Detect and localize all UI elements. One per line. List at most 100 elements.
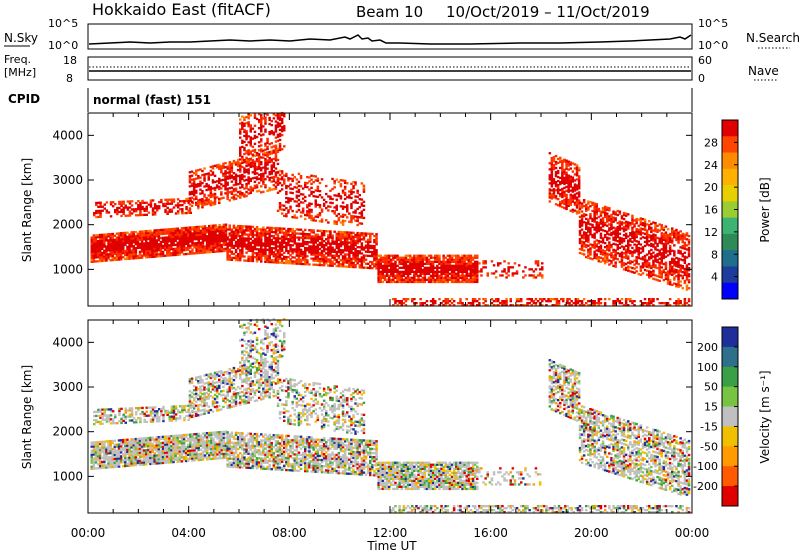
data-cell bbox=[308, 245, 311, 248]
data-cell bbox=[352, 255, 355, 259]
data-cell bbox=[471, 272, 475, 275]
data-cell bbox=[476, 272, 479, 275]
data-cell bbox=[429, 256, 433, 259]
data-cell bbox=[325, 207, 328, 210]
data-cell bbox=[208, 234, 211, 238]
data-cell bbox=[442, 280, 445, 284]
data-cell bbox=[299, 185, 303, 188]
data-cell bbox=[671, 233, 674, 236]
data-cell bbox=[272, 145, 276, 148]
data-cell bbox=[266, 240, 269, 243]
data-cell bbox=[101, 253, 104, 257]
data-cell bbox=[404, 268, 408, 271]
data-cell bbox=[394, 268, 397, 271]
data-cell bbox=[161, 230, 165, 233]
data-cell bbox=[140, 250, 144, 253]
data-cell bbox=[331, 242, 334, 245]
data-cell bbox=[362, 208, 366, 211]
data-cell bbox=[276, 123, 280, 126]
data-cell bbox=[287, 227, 290, 231]
data-cell bbox=[616, 213, 619, 217]
data-cell bbox=[310, 237, 313, 240]
data-cell bbox=[211, 201, 215, 204]
data-cell bbox=[145, 250, 148, 253]
data-cell bbox=[450, 272, 454, 275]
data-cell bbox=[243, 175, 246, 178]
data-cell bbox=[660, 254, 663, 257]
data-cell bbox=[656, 258, 659, 262]
data-cell bbox=[310, 229, 313, 232]
data-cell bbox=[325, 192, 328, 196]
data-cell bbox=[216, 236, 219, 239]
data-cell bbox=[93, 214, 96, 217]
data-cell bbox=[95, 201, 98, 205]
data-cell bbox=[304, 232, 307, 236]
data-cell bbox=[105, 259, 108, 262]
data-cell bbox=[201, 182, 204, 185]
data-cell bbox=[251, 161, 255, 164]
data-cell bbox=[664, 233, 668, 236]
data-cell bbox=[455, 264, 458, 267]
data-cell bbox=[658, 267, 661, 270]
data-cell bbox=[272, 131, 276, 134]
data-cell bbox=[151, 247, 154, 250]
data-cell bbox=[193, 242, 196, 245]
data-cell bbox=[199, 200, 202, 203]
data-cell bbox=[406, 278, 410, 281]
data-cell bbox=[318, 181, 322, 185]
data-cell bbox=[398, 260, 401, 263]
data-cell bbox=[320, 210, 324, 213]
data-cell bbox=[675, 261, 678, 264]
data-cell bbox=[111, 246, 114, 250]
data-cell bbox=[274, 243, 278, 246]
data-cell bbox=[360, 238, 364, 241]
data-cell bbox=[226, 195, 229, 198]
data-cell bbox=[172, 253, 175, 257]
data-cell bbox=[387, 260, 391, 263]
data-cell bbox=[299, 193, 303, 196]
data-cell bbox=[434, 266, 437, 269]
data-cell bbox=[306, 212, 309, 215]
data-cell bbox=[593, 226, 596, 229]
data-cell bbox=[285, 215, 288, 218]
data-cell bbox=[423, 258, 427, 261]
data-cell bbox=[333, 256, 336, 259]
data-cell bbox=[591, 203, 594, 206]
data-cell bbox=[236, 158, 240, 162]
data-cell bbox=[289, 199, 292, 202]
data-cell bbox=[228, 175, 231, 178]
data-cell bbox=[94, 254, 98, 257]
data-cell bbox=[126, 245, 129, 248]
data-cell bbox=[434, 302, 437, 305]
data-cell bbox=[664, 245, 668, 248]
data-cell bbox=[571, 198, 575, 201]
data-cell bbox=[438, 276, 441, 279]
noise-left-tick-bottom: 10^0 bbox=[48, 39, 78, 52]
data-cell bbox=[471, 300, 475, 303]
data-cell bbox=[289, 258, 292, 261]
data-cell bbox=[577, 169, 581, 172]
data-cell bbox=[650, 275, 653, 278]
data-cell bbox=[299, 252, 303, 255]
data-cell bbox=[192, 194, 196, 197]
data-cell bbox=[151, 239, 154, 242]
data-cell bbox=[230, 164, 234, 167]
data-cell bbox=[373, 234, 376, 238]
data-cell bbox=[253, 237, 257, 241]
data-cell bbox=[400, 280, 403, 284]
data-cell bbox=[310, 253, 313, 256]
data-cell bbox=[197, 229, 200, 232]
data-cell bbox=[128, 253, 131, 256]
data-cell bbox=[92, 240, 96, 243]
data-cell bbox=[339, 183, 343, 186]
data-cell bbox=[268, 152, 271, 156]
data-cell bbox=[341, 179, 345, 182]
data-cell bbox=[463, 266, 466, 269]
data-cell bbox=[639, 223, 643, 226]
data-cell bbox=[247, 192, 250, 195]
data-cell bbox=[251, 189, 255, 192]
data-cell bbox=[247, 225, 250, 228]
data-cell bbox=[283, 257, 286, 260]
data-cell bbox=[436, 270, 439, 273]
data-cell bbox=[429, 268, 433, 271]
